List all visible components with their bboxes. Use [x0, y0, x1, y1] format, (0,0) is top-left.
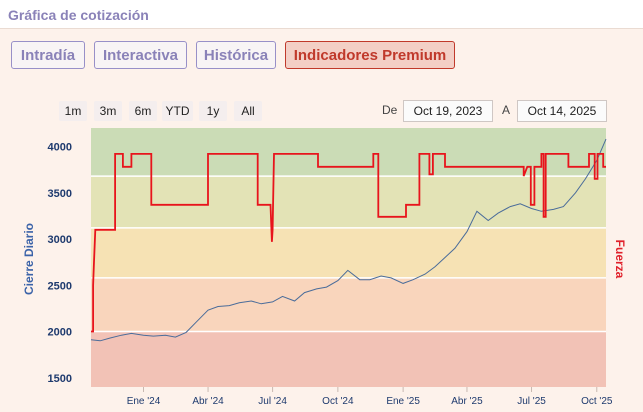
y-tick-label: 2500 [48, 280, 72, 292]
series-fuerza-line [91, 153, 606, 333]
x-tick-label: Abr '24 [192, 396, 224, 407]
x-tick-label: Oct '25 [581, 396, 613, 407]
tab-historica[interactable]: Histórica [196, 41, 276, 69]
series-cierre-diario-line [90, 138, 607, 342]
zone-amarillo [91, 227, 606, 278]
y2-axis-title: Fuerza [613, 240, 627, 279]
zone-rojo [91, 331, 606, 387]
zone-verde-amarillo [91, 176, 606, 228]
from-date-label: De [382, 103, 398, 117]
range-ytd-button[interactable]: YTD [162, 101, 193, 121]
y-axis-ticks: 1500 2000 2500 3000 3500 4000 [48, 142, 72, 385]
range-all-button[interactable]: All [234, 101, 262, 121]
y-tick-label: 1500 [48, 373, 72, 385]
x-tick-label: Jul '25 [517, 396, 546, 407]
x-tick-label: Jul '24 [258, 396, 287, 407]
y-axis-title: Cierre Diario [22, 223, 36, 295]
chart-header: Gráfica de cotización [0, 0, 643, 28]
zone-naranja [91, 277, 606, 332]
range-6m-button[interactable]: 6m [129, 101, 157, 121]
tab-interactiva[interactable]: Interactiva [94, 41, 187, 69]
x-tick-label: Oct '24 [322, 396, 354, 407]
chart-section-title: Gráfica de cotización [8, 7, 149, 23]
x-tick-label: Abr '25 [451, 396, 483, 407]
x-tick-label: Ene '25 [386, 396, 420, 407]
tab-intradia[interactable]: Intradía [11, 41, 85, 69]
x-tick-label: Ene '24 [127, 396, 161, 407]
to-date-label: A [502, 103, 511, 117]
y-tick-label: 3500 [48, 188, 72, 200]
strength-zones [91, 128, 606, 387]
y-tick-label: 4000 [48, 142, 72, 154]
from-date-input[interactable] [403, 100, 493, 122]
x-axis-ticks: Ene '24 Abr '24 Jul '24 Oct '24 Ene '25 Abr '… [127, 387, 613, 407]
range-1m-button[interactable]: 1m [59, 101, 87, 121]
tab-indicadores-premium[interactable]: Indicadores Premium [285, 41, 455, 69]
range-1y-button[interactable]: 1y [199, 101, 227, 121]
zone-verde [91, 128, 606, 177]
to-date-input[interactable] [517, 100, 607, 122]
y-tick-label: 3000 [48, 234, 72, 246]
y-tick-label: 2000 [48, 327, 72, 339]
range-3m-button[interactable]: 3m [94, 101, 122, 121]
